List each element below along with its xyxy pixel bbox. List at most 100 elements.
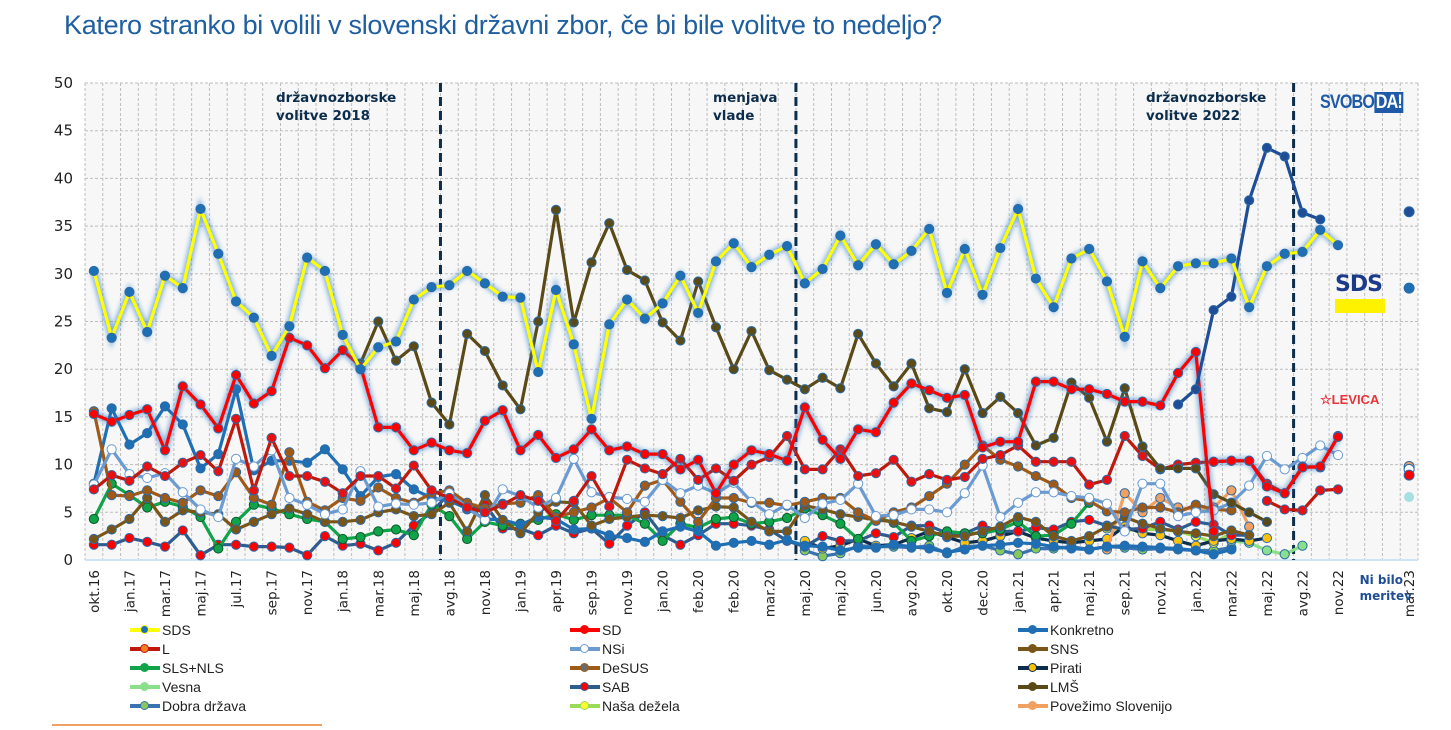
- data-point-sab: [142, 536, 153, 547]
- data-point-sns: [337, 516, 348, 527]
- data-point-l: [817, 464, 828, 475]
- data-point-sd: [835, 453, 846, 464]
- data-point-sd: [1155, 400, 1166, 411]
- data-point-sd: [764, 449, 775, 460]
- data-point-l: [533, 495, 544, 506]
- data-point-nsi: [106, 444, 117, 455]
- y-tick-label: 15: [54, 408, 73, 426]
- data-point-l: [995, 449, 1006, 461]
- data-point-sds: [373, 342, 384, 353]
- data-point-sns: [1155, 523, 1166, 534]
- data-point-l: [319, 476, 331, 487]
- data-point-lm-: [817, 372, 828, 383]
- legend-item: SAB: [570, 679, 630, 695]
- data-point-nsi: [1297, 452, 1308, 464]
- y-tick-label: 5: [63, 503, 73, 521]
- data-point-l: [568, 495, 579, 506]
- data-point-nsi: [284, 492, 295, 504]
- data-point-konkretno: [853, 542, 864, 553]
- star-icon: ☆: [1320, 392, 1332, 407]
- legend-swatch: [570, 661, 600, 675]
- data-point-sns: [479, 490, 490, 501]
- mar23-point-svoboda: [1403, 206, 1415, 218]
- mar23-point-sd: [1403, 469, 1415, 481]
- annotation-label: državnozborske: [276, 90, 396, 106]
- data-point-sns: [746, 516, 757, 527]
- legend-swatch: [1018, 642, 1048, 656]
- data-point-nsi: [408, 499, 419, 510]
- data-point-sls-nls: [213, 543, 224, 554]
- data-point-konkretno: [764, 539, 775, 550]
- data-point-konkretno: [657, 526, 668, 537]
- legend-label: SDS: [162, 622, 191, 638]
- data-point-desus: [586, 502, 597, 513]
- data-point-l: [106, 469, 117, 481]
- x-tick-label: avg.18: [442, 570, 458, 616]
- data-point-nsi: [1315, 440, 1326, 451]
- legend-item: Vesna: [130, 679, 201, 695]
- data-point-lm-: [746, 325, 757, 337]
- data-point-l: [853, 470, 864, 482]
- data-point-l: [888, 454, 899, 465]
- data-point-sds: [710, 256, 722, 267]
- data-point-sds: [959, 243, 970, 255]
- data-point-lm-: [586, 257, 597, 268]
- data-point-lm-: [1101, 436, 1113, 447]
- data-point-sds: [781, 241, 793, 252]
- data-point-sls-nls: [639, 518, 650, 529]
- data-point-sd: [88, 408, 99, 420]
- data-point-sds: [124, 286, 135, 298]
- data-point-nsi: [550, 492, 562, 504]
- data-point-sab: [675, 539, 686, 550]
- data-point-nsi: [1332, 449, 1344, 461]
- data-point-nsi: [1190, 507, 1201, 518]
- annotation-label: menjava: [713, 90, 777, 106]
- data-point-nsi: [1172, 511, 1184, 522]
- data-point-lm-: [1155, 463, 1166, 474]
- data-point-nsi: [1084, 492, 1095, 504]
- data-point-sds: [515, 292, 526, 303]
- data-point-konkretno: [604, 530, 615, 541]
- data-point-konkretno: [781, 534, 793, 546]
- data-point-sd-tail: [1244, 455, 1255, 466]
- data-point-l: [479, 507, 490, 518]
- data-point-nsi: [248, 461, 259, 472]
- data-point-svoboda: [1208, 304, 1219, 316]
- data-point-l: [159, 470, 171, 482]
- data-point-nsi: [675, 488, 686, 499]
- data-point-sls-nls: [728, 511, 739, 523]
- legend-item: SDS: [130, 622, 191, 638]
- data-point-sns: [941, 531, 953, 542]
- data-point-sds: [941, 287, 953, 298]
- data-point-sls-nls: [373, 526, 384, 537]
- data-point-nsi: [870, 511, 882, 522]
- data-point-l: [1030, 456, 1041, 467]
- data-point-nsi: [799, 512, 810, 524]
- legend-swatch: [570, 680, 600, 694]
- data-point-sd: [995, 436, 1006, 447]
- data-point-vesna: [1297, 540, 1308, 551]
- data-point-nsi: [319, 509, 331, 520]
- data-point-sd: [1030, 376, 1041, 387]
- data-point-konkretno: [1172, 543, 1184, 554]
- data-point-sds: [444, 280, 455, 291]
- data-point-pove-imo-slovenijo: [1119, 488, 1130, 499]
- data-point-l: [639, 463, 650, 474]
- data-point-desus: [195, 485, 206, 496]
- data-point-sd: [1190, 346, 1201, 358]
- data-point-lm-: [693, 276, 704, 287]
- data-point-sds: [1332, 240, 1344, 251]
- data-point-sns: [1226, 525, 1237, 536]
- legend-swatch: [570, 623, 600, 637]
- data-point-desus: [1013, 461, 1024, 472]
- data-point-sd: [870, 427, 882, 438]
- data-point-lm-: [515, 404, 526, 415]
- data-point-sd: [213, 423, 224, 434]
- data-point-nsi: [1261, 450, 1273, 462]
- data-point-sds: [284, 321, 295, 332]
- legend-item: Naša dežela: [570, 698, 680, 714]
- legend-label: Pirati: [1050, 660, 1082, 676]
- x-tick-label: okt.20: [940, 570, 956, 613]
- data-point-nsi: [142, 472, 153, 484]
- data-point-sds: [479, 278, 490, 289]
